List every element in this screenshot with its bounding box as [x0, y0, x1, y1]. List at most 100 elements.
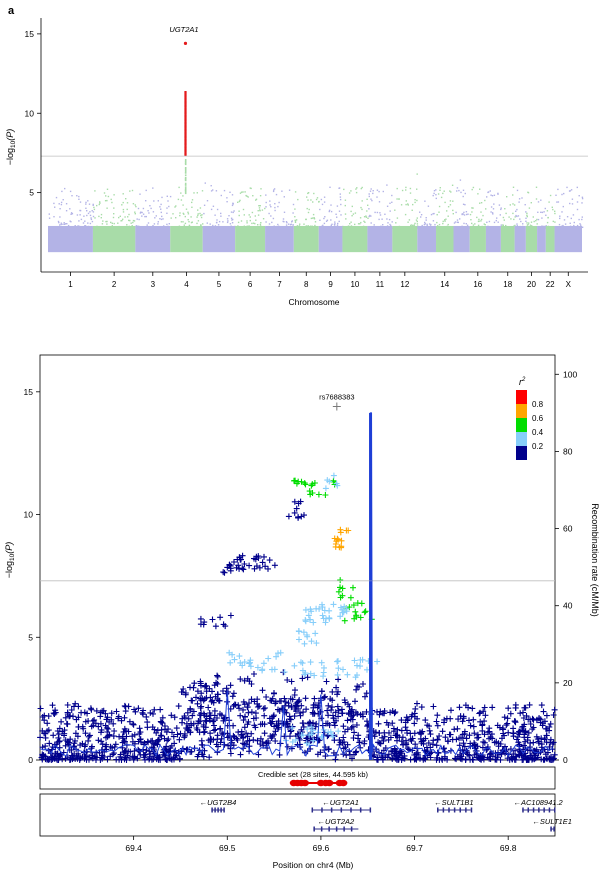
manhattan-point — [338, 210, 341, 212]
manhattan-point — [191, 201, 193, 204]
manhattan-point — [319, 219, 321, 221]
manhattan-point — [378, 190, 380, 193]
snp-point-low-ld — [470, 723, 477, 730]
manhattan-point — [177, 198, 180, 201]
snp-point-ld-2 — [337, 584, 343, 591]
manhattan-point — [458, 189, 460, 192]
manhattan-point — [191, 206, 193, 208]
snp-point-low-ld — [430, 703, 437, 710]
snp-point-low-ld — [79, 740, 86, 747]
snp-point-low-ld — [102, 722, 109, 729]
gene-exon — [532, 807, 535, 813]
manhattan-point — [190, 216, 192, 218]
manhattan-point — [427, 226, 429, 228]
manhattan-point — [500, 224, 502, 226]
snp-point-low-ld — [143, 747, 150, 754]
manhattan-point — [331, 223, 333, 225]
manhattan-point — [94, 217, 96, 219]
manhattan-point — [184, 163, 187, 166]
manhattan-point — [525, 220, 527, 222]
manhattan-point — [418, 227, 421, 229]
manhattan-point — [401, 189, 404, 192]
snp-point-low-ld — [389, 720, 396, 727]
snp-point-low-ld — [521, 704, 528, 711]
manhattan-point — [436, 226, 439, 228]
manhattan-point — [277, 223, 279, 226]
manhattan-point — [524, 204, 526, 206]
manhattan-point — [226, 218, 229, 220]
manhattan-point — [255, 198, 258, 200]
snp-point-low-ld — [477, 752, 484, 759]
snp-point-low-ld — [198, 703, 205, 710]
snp-point-low-ld — [546, 743, 553, 750]
manhattan-point — [370, 215, 372, 217]
manhattan-point — [557, 188, 559, 191]
snp-point-ld-2 — [350, 584, 356, 591]
manhattan-significant-point — [184, 96, 187, 99]
snp-point-low-ld — [254, 696, 261, 703]
snp-point-low-ld — [311, 695, 318, 702]
snp-point-low-ld — [169, 729, 175, 736]
manhattan-point — [128, 213, 130, 216]
snp-point-low-ld — [175, 703, 182, 710]
manhattan-point — [391, 201, 393, 203]
manhattan-point — [457, 221, 459, 224]
snp-point-low-ld — [418, 704, 425, 711]
manhattan-significant-point — [184, 153, 187, 155]
manhattan-point — [98, 215, 100, 218]
snp-point-low-ld — [543, 732, 550, 739]
snp-point-low-ld — [68, 707, 75, 713]
manhattan-point — [237, 221, 240, 224]
manhattan-point — [166, 223, 168, 226]
manhattan-point — [153, 223, 156, 225]
manhattan-point — [89, 211, 91, 213]
manhattan-point — [285, 221, 288, 223]
snp-point-low-ld — [390, 725, 397, 732]
snp-point-low-ld — [253, 715, 260, 721]
snp-point-low-ld — [520, 723, 527, 730]
snp-point-low-ld — [480, 738, 487, 745]
manhattan-point — [374, 211, 376, 214]
manhattan-point — [415, 227, 417, 229]
snp-point-low-ld — [341, 739, 348, 745]
manhattan-point — [222, 221, 224, 223]
manhattan-point — [384, 213, 386, 215]
manhattan-point — [487, 225, 489, 228]
manhattan-band-chr-8 — [293, 225, 319, 253]
manhattan-point — [273, 189, 275, 191]
snp-point-low-ld — [44, 720, 51, 727]
gene-label-UGT2B4: ←UGT2B4 — [200, 798, 237, 807]
snp-point-low-ld — [129, 733, 136, 740]
manhattan-point — [210, 185, 212, 187]
manhattan-point — [312, 201, 314, 203]
manhattan-point — [492, 213, 494, 215]
snp-point-low-ld — [349, 755, 355, 762]
gene-track-box — [39, 793, 556, 837]
snp-point-low-ld — [53, 741, 60, 748]
manhattan-point — [556, 227, 558, 229]
manhattan-point — [164, 226, 167, 229]
manhattan-point — [184, 170, 187, 173]
snp-point-ld-3 — [311, 672, 318, 679]
snp-point-low-ld — [321, 694, 328, 701]
snp-point-low-ld — [317, 749, 324, 756]
manhattan-point — [105, 195, 107, 197]
manhattan-point — [259, 195, 262, 197]
manhattan-point — [76, 214, 79, 216]
manhattan-point — [84, 225, 87, 227]
snp-point-ld-3 — [319, 612, 326, 619]
manhattan-point — [246, 195, 248, 197]
manhattan-point — [139, 193, 141, 195]
manhattan-point — [503, 219, 505, 221]
snp-point-low-ld — [245, 718, 252, 725]
manhattan-point — [160, 218, 163, 221]
snp-point-low-ld — [89, 718, 96, 724]
snp-point-low-ld — [88, 723, 95, 730]
manhattan-point — [122, 201, 124, 204]
manhattan-point — [140, 227, 142, 229]
snp-point-low-ld — [135, 738, 142, 745]
manhattan-point — [71, 213, 74, 215]
regional-y-tick-label: 10 — [24, 510, 34, 520]
manhattan-point — [100, 213, 103, 216]
manhattan-point — [321, 203, 324, 206]
